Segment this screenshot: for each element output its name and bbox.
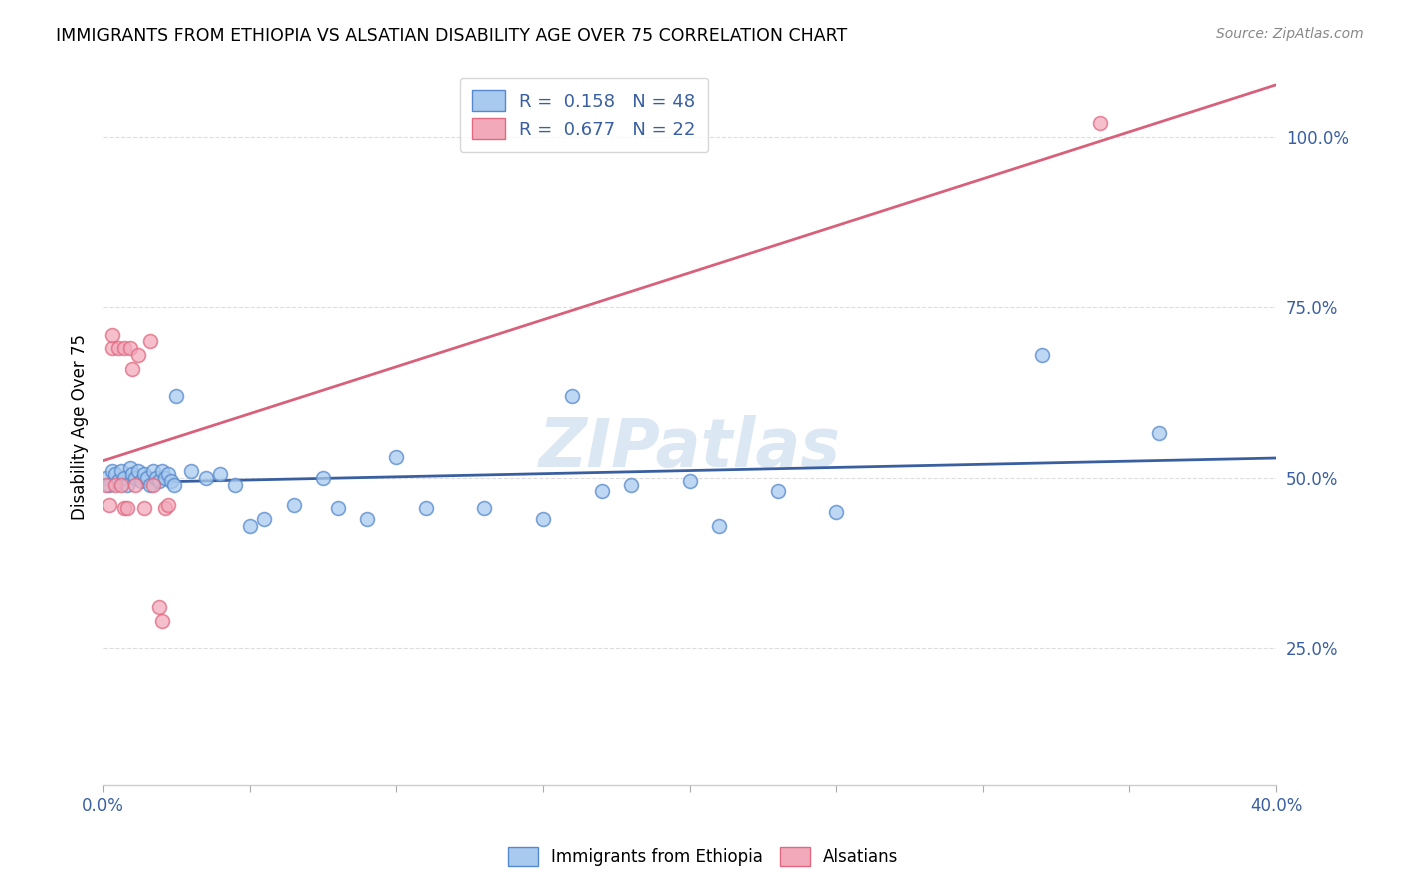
Point xyxy=(112,341,135,355)
Point xyxy=(165,389,187,403)
Point xyxy=(121,361,143,376)
Legend: R =  0.158   N = 48, R =  0.677   N = 22: R = 0.158 N = 48, R = 0.677 N = 22 xyxy=(460,78,709,152)
Point xyxy=(825,505,848,519)
Point xyxy=(224,477,246,491)
Point xyxy=(148,600,170,615)
Point xyxy=(139,334,162,349)
Text: ZIPatlas: ZIPatlas xyxy=(538,415,841,481)
Point xyxy=(136,471,159,485)
Legend: Immigrants from Ethiopia, Alsatians: Immigrants from Ethiopia, Alsatians xyxy=(499,838,907,875)
Point xyxy=(127,464,149,478)
Point xyxy=(115,477,138,491)
Point xyxy=(139,477,162,491)
Point xyxy=(110,464,132,478)
Y-axis label: Disability Age Over 75: Disability Age Over 75 xyxy=(72,334,89,520)
Point xyxy=(101,464,124,478)
Point xyxy=(678,474,700,488)
Point xyxy=(134,501,156,516)
Point xyxy=(104,477,127,491)
Point xyxy=(312,471,335,485)
Point xyxy=(591,484,613,499)
Point xyxy=(1031,348,1053,362)
Point xyxy=(101,341,124,355)
Point xyxy=(150,614,173,628)
Point xyxy=(121,467,143,482)
Point xyxy=(98,498,121,512)
Point xyxy=(253,512,276,526)
Point xyxy=(766,484,789,499)
Point xyxy=(150,464,173,478)
Text: Source: ZipAtlas.com: Source: ZipAtlas.com xyxy=(1216,27,1364,41)
Point xyxy=(415,501,437,516)
Point xyxy=(159,474,181,488)
Point xyxy=(107,341,129,355)
Point xyxy=(385,450,408,465)
Text: IMMIGRANTS FROM ETHIOPIA VS ALSATIAN DISABILITY AGE OVER 75 CORRELATION CHART: IMMIGRANTS FROM ETHIOPIA VS ALSATIAN DIS… xyxy=(56,27,848,45)
Point xyxy=(142,464,165,478)
Point xyxy=(148,474,170,488)
Point xyxy=(94,471,117,485)
Point xyxy=(104,467,127,482)
Point xyxy=(142,477,165,491)
Point xyxy=(209,467,232,482)
Point xyxy=(194,471,217,485)
Point xyxy=(98,477,121,491)
Point xyxy=(94,477,117,491)
Point xyxy=(124,477,146,491)
Point xyxy=(283,498,305,512)
Point xyxy=(620,477,643,491)
Point xyxy=(145,471,167,485)
Point xyxy=(101,327,124,342)
Point xyxy=(531,512,554,526)
Point xyxy=(707,518,730,533)
Point xyxy=(129,474,152,488)
Point xyxy=(561,389,583,403)
Point xyxy=(118,460,141,475)
Point xyxy=(156,467,179,482)
Point xyxy=(127,348,149,362)
Point xyxy=(1088,116,1111,130)
Point xyxy=(1147,426,1170,441)
Point xyxy=(118,341,141,355)
Point xyxy=(112,501,135,516)
Point xyxy=(162,477,184,491)
Point xyxy=(472,501,495,516)
Point xyxy=(110,477,132,491)
Point xyxy=(112,471,135,485)
Point xyxy=(239,518,262,533)
Point xyxy=(134,467,156,482)
Point xyxy=(156,498,179,512)
Point xyxy=(153,501,176,516)
Point xyxy=(107,474,129,488)
Point xyxy=(180,464,202,478)
Point xyxy=(115,501,138,516)
Point xyxy=(153,471,176,485)
Point xyxy=(326,501,349,516)
Point xyxy=(124,471,146,485)
Point xyxy=(356,512,378,526)
